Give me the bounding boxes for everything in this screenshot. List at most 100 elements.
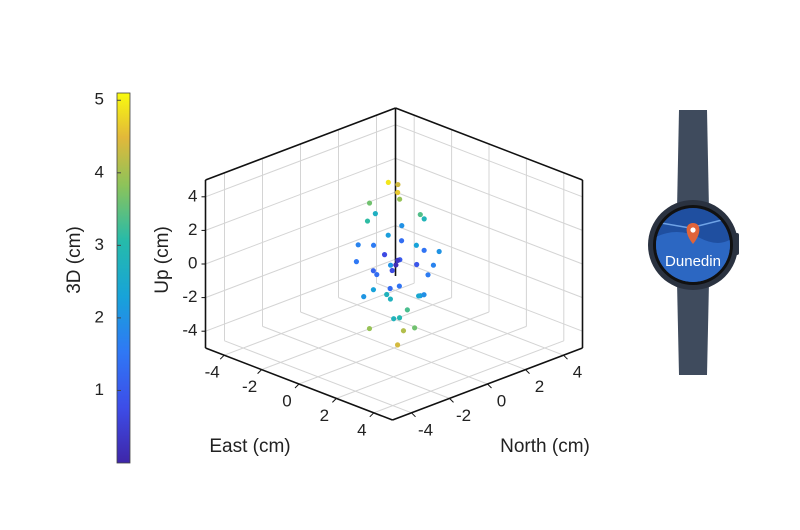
data-point — [370, 287, 377, 293]
data-point — [389, 267, 395, 274]
colorbar — [116, 92, 131, 464]
data-point — [404, 307, 410, 313]
data-point — [381, 252, 388, 258]
y-tick — [449, 398, 454, 403]
y-axis-title: North (cm) — [500, 436, 590, 457]
grid-line — [205, 191, 396, 265]
data-point — [414, 261, 420, 268]
z-tick-label: 2 — [188, 220, 197, 239]
data-point — [395, 181, 401, 188]
data-point — [393, 262, 399, 268]
x-tick-label: 0 — [282, 391, 291, 410]
data-point — [425, 272, 431, 278]
data-point — [398, 238, 405, 244]
colorbar-tick-label: 1 — [95, 380, 104, 399]
data-point — [355, 242, 361, 248]
data-point — [416, 293, 422, 299]
grid-line — [224, 340, 412, 414]
data-point — [421, 247, 427, 253]
y-tick-label: -2 — [456, 406, 471, 425]
grid-line — [205, 258, 396, 332]
data-point — [366, 200, 373, 206]
colorbar-tick-label: 4 — [95, 162, 104, 181]
data-point — [397, 196, 403, 202]
data-point — [421, 216, 427, 222]
data-point — [394, 342, 401, 348]
z-tick-label: -2 — [182, 287, 197, 306]
data-point — [361, 294, 367, 300]
map-land — [656, 230, 730, 282]
data-point — [370, 268, 376, 274]
colorbar-tick-label: 5 — [95, 90, 104, 109]
grid-line — [395, 157, 583, 231]
grid-line — [395, 124, 583, 198]
colorbar-tick-label: 2 — [95, 307, 104, 326]
axis-line — [395, 107, 583, 181]
data-point — [412, 325, 418, 331]
y-tick — [411, 412, 416, 418]
data-point — [370, 242, 377, 248]
y-tick — [487, 383, 492, 389]
x-tick-label: 2 — [320, 406, 329, 425]
grid-line — [300, 311, 488, 385]
y-tick-label: -4 — [418, 420, 433, 439]
watch-image: Dunedin — [648, 110, 739, 375]
y-tick-label: 2 — [535, 377, 544, 396]
x-tick — [219, 354, 225, 360]
colorbar-label: 3D (cm) — [64, 226, 85, 294]
data-point — [385, 232, 391, 238]
plot-area: -4 -2 0 2 4 -4 -2 0 2 4 -4 -2 0 2 4 — [182, 107, 584, 439]
watch-strap — [677, 110, 709, 210]
grid-line — [395, 191, 583, 265]
map-pin — [686, 223, 700, 244]
data-point — [400, 328, 407, 334]
data-point — [366, 325, 373, 332]
data-point — [396, 315, 403, 321]
data-point — [384, 291, 390, 298]
y-tick-label: 0 — [497, 391, 506, 410]
colorbar-tick-label: 3 — [95, 235, 104, 254]
grid-line — [338, 297, 526, 371]
x-tick — [332, 398, 337, 403]
y-tick — [563, 354, 568, 360]
x-tick — [257, 369, 262, 374]
z-tick-label: 4 — [188, 186, 197, 205]
z-tick-label: 0 — [188, 253, 197, 272]
grid-line — [395, 258, 583, 332]
x-tick-label: -2 — [242, 377, 257, 396]
data-point — [353, 259, 360, 265]
grid-line — [205, 157, 396, 231]
data-point — [364, 218, 371, 224]
y-tick — [525, 369, 530, 374]
data-point — [436, 248, 442, 255]
data-point — [387, 285, 393, 292]
x-tick-label: -4 — [205, 363, 220, 382]
data-point — [387, 296, 394, 302]
data-point — [396, 283, 402, 289]
watch-strap — [677, 282, 709, 375]
grid-line — [205, 124, 396, 198]
data-point — [413, 242, 419, 248]
x-tick — [369, 412, 375, 418]
data-point — [374, 271, 380, 278]
data-point — [387, 262, 394, 268]
y-tick-label: 4 — [573, 363, 582, 382]
data-point — [372, 211, 378, 217]
data-point — [430, 262, 437, 268]
x-tick — [294, 383, 300, 389]
axis-line — [205, 107, 396, 181]
data-point — [399, 223, 405, 229]
z-axis-title: Up (cm) — [152, 226, 173, 294]
map-pin-dot — [690, 227, 696, 233]
z-tick-label: -4 — [182, 321, 197, 340]
x-tick-label: 4 — [357, 420, 366, 439]
grid-line — [395, 225, 583, 299]
grid-line — [205, 225, 396, 299]
grid-line — [262, 325, 450, 399]
data-point — [385, 179, 391, 185]
watch-label: Dunedin — [665, 253, 721, 270]
grid-line — [376, 282, 564, 356]
data-point — [391, 316, 397, 322]
